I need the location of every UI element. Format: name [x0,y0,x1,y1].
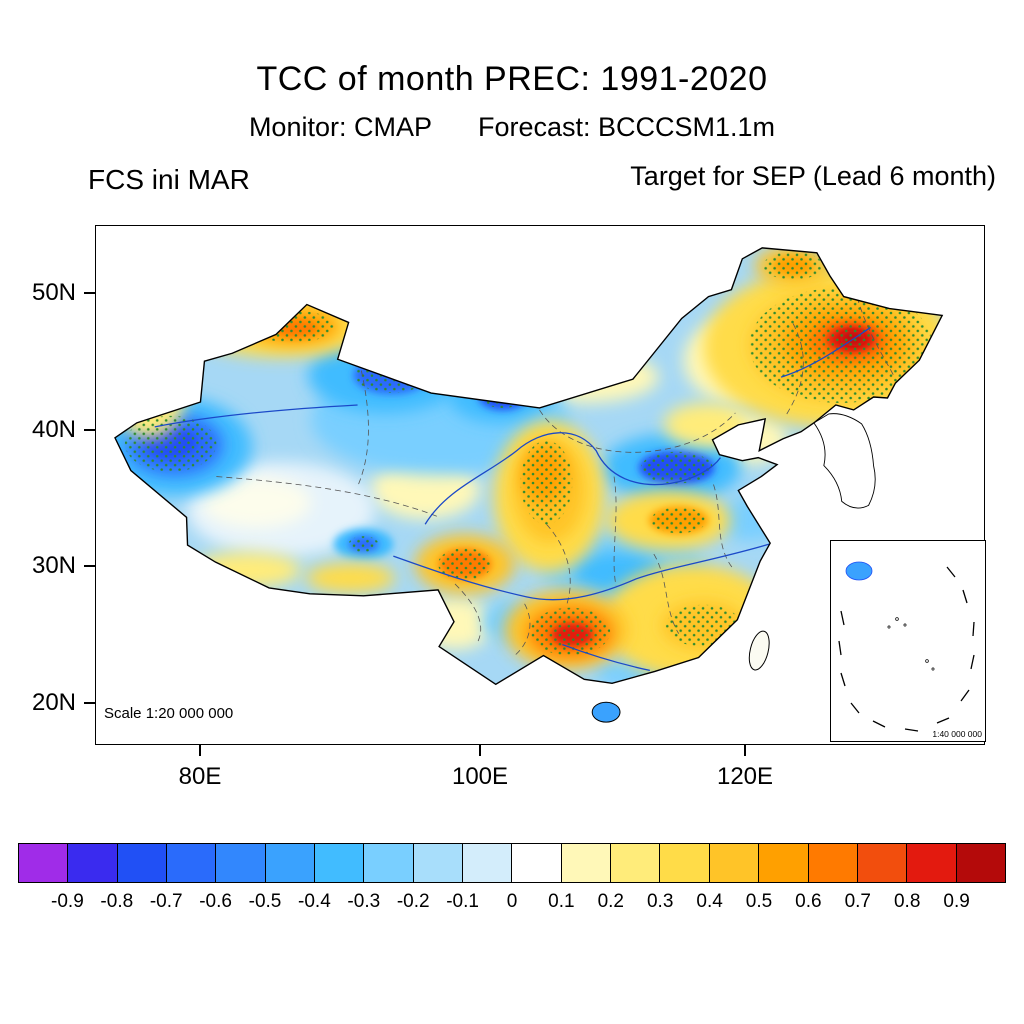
xtick-label-100e: 100E [451,763,509,790]
colorbar-cell [956,844,1005,882]
colorbar-tick-label: -0.1 [446,891,479,912]
colorbar-cell [19,844,69,882]
taiwan-island [748,630,770,671]
china-border [114,247,944,686]
ytick-mark-50n [84,292,95,294]
monitor-label: Monitor: CMAP [248,112,432,142]
colorbar-tick-label: -0.7 [149,891,183,912]
inset-scale-note: 1:40 000 000 [932,729,982,739]
colorbar-tick-label: 0.2 [597,891,625,912]
map-scale-note: Scale 1:20 000 000 [104,705,234,722]
colorbar-cell [364,844,414,882]
colorbar-tick-label: 0.7 [844,891,872,912]
subtitle-row: Monitor: CMAP Forecast: BCCCSM1.1m [0,112,1024,143]
page-title: TCC of month PREC: 1991-2020 [256,60,768,98]
colorbar-tick-label: -0.2 [396,891,430,912]
colorbar-ticks: -0.9 -0.8 -0.7 -0.6 -0.5 -0.4 -0.3 -0.2 -0.1 0 0.1… [18,891,1006,917]
inset-dash-line [838,566,975,732]
colorbar-cell [512,844,562,882]
ytick-label-20n: 20N [31,689,76,716]
ytick-label-50n: 50N [31,279,76,306]
colorbar-cell [561,844,612,882]
ytick-mark-40n [84,429,95,431]
target-month-label: Target for SEP (Lead 6 month) [630,161,996,191]
colorbar-cell [709,844,760,882]
inset-hainan-island [845,561,873,581]
colorbar-tick-label: -0.3 [347,891,381,912]
map-frame [95,225,985,745]
ytick-label-40n: 40N [31,416,76,443]
xtick-mark-80e [199,745,201,756]
colorbar-cell [611,844,661,882]
xtick-label-80e: 80E [178,763,222,790]
colorbar-cell [315,844,365,882]
colorbar-cell [265,844,316,882]
colorbar-tick-label: 0.8 [893,891,921,912]
colorbar-tick-label: 0.9 [943,891,970,912]
tcc-contour-field [114,247,943,685]
korea-outline [813,413,876,509]
colorbar-cell [660,844,710,882]
inset-islands [887,617,935,671]
province-borders [216,287,895,656]
ytick-mark-30n [84,565,95,567]
colorbar-tick-label: 0.1 [548,891,575,912]
hainan-island [591,701,621,723]
colorbar-cell [216,844,266,882]
china-tcc-map [114,247,944,723]
colorbar-tick-label: -0.4 [298,891,331,912]
colorbar-cell [413,844,464,882]
colorbar-cell [907,844,957,882]
xtick-label-120e: 120E [716,763,774,790]
colorbar-tick-label: -0.6 [199,891,232,912]
colorbar-tick-label: 0.5 [745,891,773,912]
colorbar-cell [808,844,858,882]
colorbar [18,843,1006,883]
colorbar-tick-label: -0.9 [51,891,84,912]
colorbar-tick-label: 0.6 [795,891,822,912]
colorbar-cell [759,844,809,882]
colorbar-tick-label: 0.3 [646,891,674,912]
xtick-mark-120e [744,745,746,756]
inset-map [838,561,975,732]
colorbar-cell [167,844,217,882]
ytick-label-30n: 30N [31,552,76,579]
init-month-label: FCS ini MAR [88,164,250,195]
ytick-mark-20n [84,702,95,704]
colorbar-cell [857,844,908,882]
colorbar-tick-label: -0.8 [100,891,134,912]
colorbar-cell [117,844,168,882]
rivers [154,326,871,672]
south-china-sea-inset: 1:40 000 000 [830,540,986,742]
colorbar-tick-label: -0.5 [248,891,282,912]
xtick-mark-100e [479,745,481,756]
forecast-label: Forecast: BCCCSM1.1m [477,112,776,142]
colorbar-tick-label: 0 [506,891,518,912]
colorbar-cell [68,844,118,882]
colorbar-tick-label: 0.4 [696,891,723,912]
colorbar-cell [463,844,513,882]
